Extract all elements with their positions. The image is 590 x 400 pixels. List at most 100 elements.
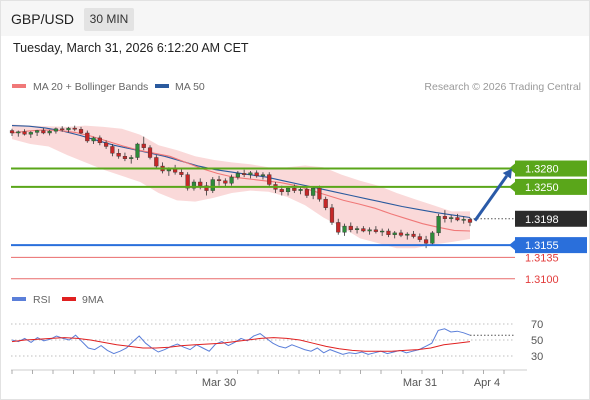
candle	[411, 231, 416, 239]
candle	[35, 129, 40, 137]
candle-body	[367, 229, 372, 232]
candle-body	[216, 179, 222, 181]
rsi-ma-line	[11, 337, 471, 352]
candle	[267, 172, 272, 187]
candle-body	[455, 217, 460, 221]
candle	[242, 169, 247, 178]
candle	[91, 136, 96, 145]
candle	[179, 168, 184, 178]
rsi-ma-legend-label: 9MA	[82, 294, 104, 306]
candle-body	[47, 130, 52, 134]
candle	[386, 228, 391, 238]
candle	[373, 226, 378, 234]
rsi-legend-label: RSI	[33, 294, 51, 306]
candle-body	[279, 189, 284, 193]
candle	[342, 223, 347, 236]
candle-body	[16, 131, 21, 134]
candle	[216, 175, 222, 186]
candle	[22, 129, 27, 136]
resistance-level-label: 1.3250	[525, 182, 559, 194]
resistance-level-tag	[515, 160, 587, 177]
candle-body	[436, 216, 441, 234]
candle	[317, 185, 322, 202]
candle	[442, 210, 447, 223]
resistance-level-label: 1.3280	[525, 164, 559, 176]
candle-body	[398, 232, 404, 236]
support-level-label: 1.3100	[525, 274, 559, 286]
candle	[455, 213, 460, 222]
candle-body	[354, 228, 360, 230]
resistance-level-tag	[515, 178, 587, 195]
candle	[53, 127, 59, 134]
candle	[392, 231, 397, 239]
candle	[210, 177, 215, 194]
candle	[323, 196, 328, 211]
rsi-plot: 30 50 70	[11, 319, 543, 363]
support-level-label: 1.3135	[525, 252, 559, 264]
candle	[430, 231, 435, 246]
candle-body	[198, 181, 203, 186]
candle-body	[91, 137, 96, 142]
candle-body	[147, 147, 153, 158]
candle	[116, 148, 121, 159]
candle	[461, 216, 466, 224]
candle	[16, 130, 21, 137]
candle-body	[9, 130, 15, 134]
ma50-legend-label: MA 50	[175, 81, 205, 93]
candle	[292, 184, 297, 194]
candle	[154, 155, 159, 169]
candle-body	[386, 230, 391, 235]
candle	[204, 182, 209, 196]
candle-body	[22, 131, 27, 135]
candle	[135, 142, 140, 160]
candle-body	[179, 171, 184, 175]
chart-header: GBP/USD 30 MIN	[1, 1, 589, 36]
candle-body	[329, 207, 335, 223]
candle-body	[323, 198, 328, 208]
rsi-ma-legend-swatch	[62, 297, 76, 301]
candle	[9, 128, 15, 137]
candle-body	[235, 173, 240, 178]
rsi-legend-swatch	[12, 297, 26, 301]
time-axis: Mar 30 Mar 31 Apr 4	[11, 369, 527, 389]
candle	[41, 128, 46, 135]
candle	[60, 126, 65, 132]
candle-body	[53, 128, 59, 132]
candle	[424, 235, 429, 249]
candle	[417, 233, 422, 243]
candle	[398, 229, 404, 238]
timeframe-button[interactable]: 30 MIN	[84, 8, 134, 31]
candle-body	[461, 219, 466, 221]
support-level-label: 1.3155	[525, 240, 559, 252]
candle	[191, 179, 197, 191]
level-pointer	[509, 240, 515, 251]
candle-body	[392, 232, 397, 235]
candle-body	[41, 130, 46, 134]
candle-body	[430, 232, 435, 244]
candle-body	[191, 181, 197, 189]
candle-body	[267, 174, 272, 185]
candle-body	[141, 143, 146, 148]
candle-body	[129, 157, 134, 159]
candle-body	[304, 189, 309, 196]
candle-body	[72, 127, 77, 130]
candle	[348, 222, 353, 233]
candle	[47, 129, 52, 136]
candle-body	[411, 233, 416, 237]
candle-body	[254, 172, 259, 177]
candle	[122, 152, 128, 162]
candle-body	[154, 157, 159, 167]
candle-body	[336, 222, 341, 233]
candle	[28, 131, 33, 138]
forecast-arrow-head	[502, 168, 512, 179]
candle	[367, 227, 372, 235]
legend-rsi: RSI 9MA	[12, 294, 104, 306]
candle	[110, 144, 115, 157]
candle-body	[210, 179, 215, 191]
candle-body	[135, 143, 140, 158]
level-pointer	[509, 181, 515, 192]
candle-body	[342, 225, 347, 233]
candle-body	[311, 187, 316, 196]
